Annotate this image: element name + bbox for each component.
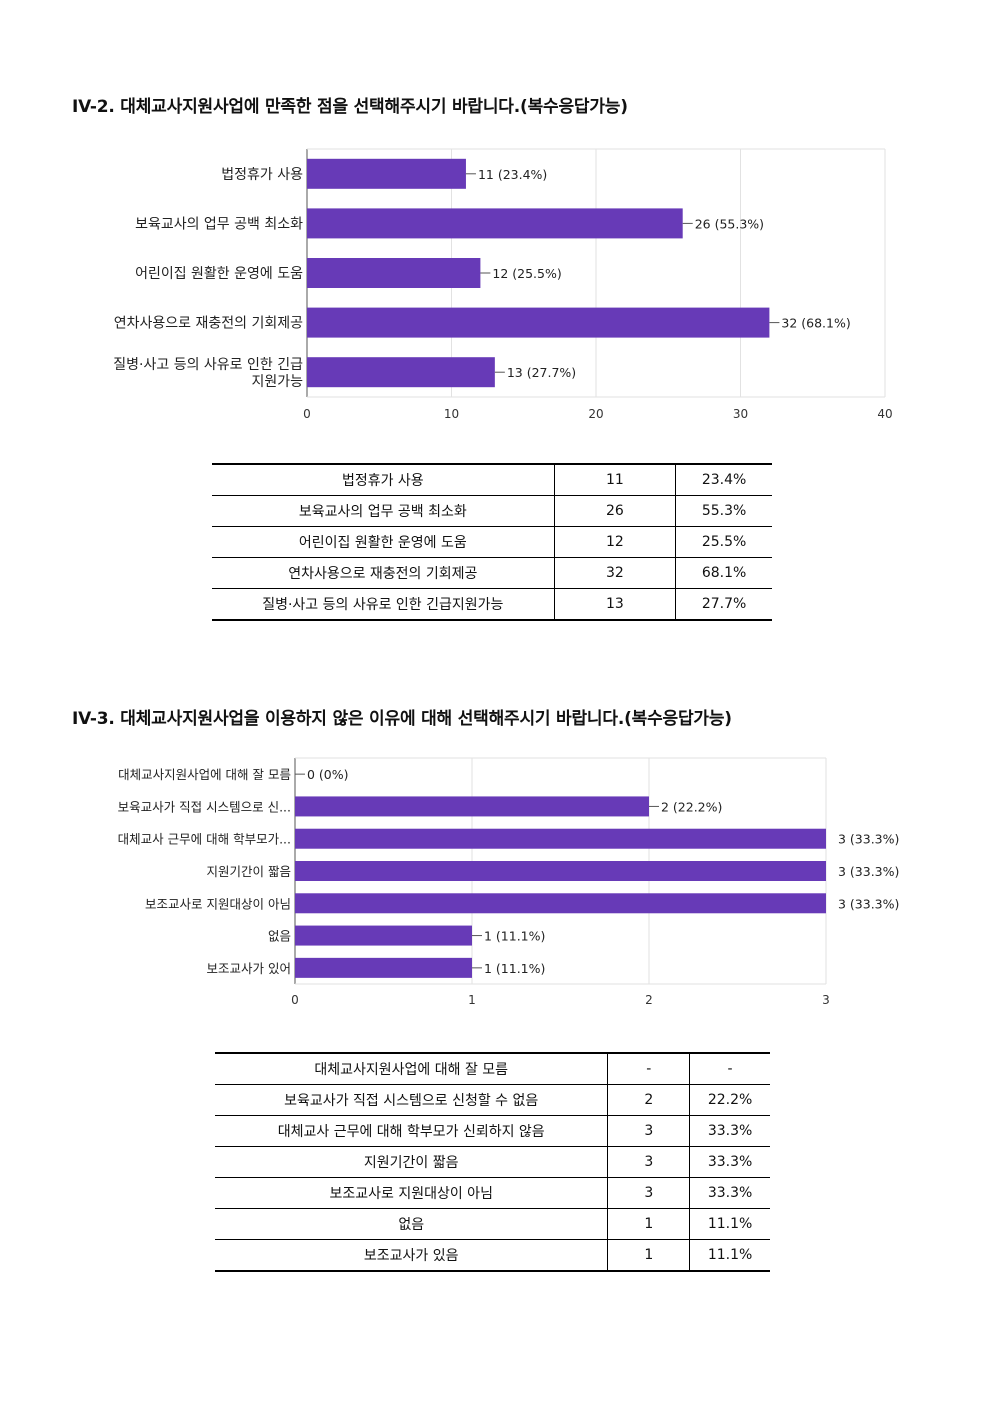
bar bbox=[295, 925, 472, 946]
value-label: 1 (11.1%) bbox=[484, 961, 545, 976]
category-label: 없음 bbox=[268, 929, 291, 944]
count-cell: 12 bbox=[553, 526, 676, 558]
count-cell: - bbox=[607, 1052, 690, 1085]
count-cell: 3 bbox=[607, 1146, 690, 1178]
table-row: 보육교사의 업무 공백 최소화 26 55.3% bbox=[212, 495, 772, 527]
category-label: 보조교사가 있어 bbox=[207, 961, 291, 976]
bar bbox=[295, 957, 472, 978]
bar bbox=[307, 208, 683, 239]
item-cell: 대체교사지원사업에 대해 잘 모름 bbox=[215, 1052, 608, 1085]
item-cell: 연차사용으로 재충전의 기회제공 bbox=[212, 557, 555, 589]
value-label: 13 (27.7%) bbox=[507, 365, 576, 380]
bar bbox=[307, 357, 495, 388]
x-tick-label: 3 bbox=[822, 993, 830, 1007]
count-cell: 2 bbox=[607, 1084, 690, 1116]
section2-title: IV-3. 대체교사지원사업을 이용하지 않은 이유에 대해 선택해주시기 바랍… bbox=[72, 709, 732, 729]
non-use-reason-table: 대체교사지원사업에 대해 잘 모름 - - 보육교사가 직접 시스템으로 신청할 수 … bbox=[215, 1052, 770, 1272]
value-label: 12 (25.5%) bbox=[492, 266, 561, 281]
percent-cell: 11.1% bbox=[689, 1239, 770, 1272]
x-tick-label: 0 bbox=[303, 407, 311, 421]
table-row: 대체교사지원사업에 대해 잘 모름 - - bbox=[215, 1052, 770, 1085]
count-cell: 26 bbox=[553, 495, 676, 527]
count-cell: 3 bbox=[607, 1177, 690, 1209]
percent-cell: 22.2% bbox=[689, 1084, 770, 1116]
percent-cell: 55.3% bbox=[675, 495, 772, 527]
satisfaction-table: 법정휴가 사용 11 23.4% 보육교사의 업무 공백 최소화 26 55.3% 어린이집… bbox=[212, 463, 772, 621]
category-label: 대체교사 근무에 대해 학부모가... bbox=[118, 832, 291, 847]
table-row: 어린이집 원활한 운영에 도움 12 25.5% bbox=[212, 526, 772, 558]
item-cell: 없음 bbox=[215, 1208, 608, 1240]
item-cell: 보조교사로 지원대상이 아님 bbox=[215, 1177, 608, 1209]
table-row: 없음 1 11.1% bbox=[215, 1208, 770, 1240]
table-row: 보육교사가 직접 시스템으로 신청할 수 없음 2 22.2% bbox=[215, 1084, 770, 1116]
table-row: 법정휴가 사용 11 23.4% bbox=[212, 463, 772, 496]
percent-cell: 11.1% bbox=[689, 1208, 770, 1240]
value-label: 32 (68.1%) bbox=[781, 316, 850, 331]
item-cell: 질병·사고 등의 사유로 인한 긴급지원가능 bbox=[212, 588, 555, 621]
category-label: 연차사용으로 재충전의 기회제공 bbox=[114, 316, 303, 332]
section1-title: IV-2. 대체교사지원사업에 만족한 점을 선택해주시기 바랍니다.(복수응답… bbox=[72, 97, 628, 117]
value-label: 3 (33.3%) bbox=[838, 896, 899, 911]
percent-cell: 33.3% bbox=[689, 1177, 770, 1209]
category-label: 질병·사고 등의 사유로 인한 긴급 지원가능 bbox=[113, 357, 303, 390]
value-label: 3 (33.3%) bbox=[838, 832, 899, 847]
percent-cell: 27.7% bbox=[675, 588, 772, 621]
bar bbox=[307, 258, 481, 288]
table-row: 보조교사로 지원대상이 아님 3 33.3% bbox=[215, 1177, 770, 1209]
count-cell: 13 bbox=[553, 588, 676, 621]
value-label: 3 (33.3%) bbox=[838, 864, 899, 879]
value-label: 11 (23.4%) bbox=[478, 167, 547, 182]
count-cell: 3 bbox=[607, 1115, 690, 1147]
bar bbox=[295, 828, 826, 849]
bar bbox=[307, 158, 466, 189]
table-row: 보조교사가 있음 1 11.1% bbox=[215, 1239, 770, 1272]
item-cell: 대체교사 근무에 대해 학부모가 신뢰하지 않음 bbox=[215, 1115, 608, 1147]
item-cell: 보육교사가 직접 시스템으로 신청할 수 없음 bbox=[215, 1084, 608, 1116]
satisfaction-bar-chart: 0 10 20 30 40 법정휴가 사용 11 (23.4%) 보육교사의 업무 공백 최소… bbox=[113, 148, 893, 421]
percent-cell: 25.5% bbox=[675, 526, 772, 558]
percent-cell: 33.3% bbox=[689, 1146, 770, 1178]
category-label: 어린이집 원활한 운영에 도움 bbox=[135, 266, 303, 282]
value-label: 0 (0%) bbox=[307, 767, 349, 782]
item-cell: 보조교사가 있음 bbox=[215, 1239, 608, 1272]
bar bbox=[295, 893, 826, 914]
item-cell: 보육교사의 업무 공백 최소화 bbox=[212, 495, 555, 527]
bar bbox=[295, 796, 649, 817]
x-tick-label: 0 bbox=[291, 993, 299, 1007]
value-label: 26 (55.3%) bbox=[695, 216, 764, 231]
x-tick-label: 10 bbox=[444, 407, 459, 421]
category-label: 법정휴가 사용 bbox=[221, 167, 303, 183]
x-tick-label: 20 bbox=[588, 407, 603, 421]
item-cell: 어린이집 원활한 운영에 도움 bbox=[212, 526, 555, 558]
count-cell: 32 bbox=[553, 557, 676, 589]
percent-cell: - bbox=[689, 1052, 770, 1085]
table-row: 지원기간이 짧음 3 33.3% bbox=[215, 1146, 770, 1178]
item-cell: 지원기간이 짧음 bbox=[215, 1146, 608, 1178]
x-tick-label: 40 bbox=[877, 407, 892, 421]
count-cell: 11 bbox=[553, 463, 676, 496]
item-cell: 법정휴가 사용 bbox=[212, 463, 555, 496]
value-label: 2 (22.2%) bbox=[661, 799, 722, 814]
category-label: 보육교사가 직접 시스템으로 신... bbox=[118, 799, 291, 814]
percent-cell: 68.1% bbox=[675, 557, 772, 589]
category-label: 대체교사지원사업에 대해 잘 모름 bbox=[118, 767, 291, 782]
category-label: 지원기간이 짧음 bbox=[207, 864, 291, 879]
bar bbox=[295, 861, 826, 881]
bar bbox=[307, 307, 770, 338]
category-label: 보육교사의 업무 공백 최소화 bbox=[135, 216, 303, 232]
x-tick-label: 2 bbox=[645, 993, 653, 1007]
x-tick-label: 1 bbox=[468, 993, 476, 1007]
table-row: 연차사용으로 재충전의 기회제공 32 68.1% bbox=[212, 557, 772, 589]
count-cell: 1 bbox=[607, 1208, 690, 1240]
percent-cell: 23.4% bbox=[675, 463, 772, 496]
table-row: 대체교사 근무에 대해 학부모가 신뢰하지 않음 3 33.3% bbox=[215, 1115, 770, 1147]
count-cell: 1 bbox=[607, 1239, 690, 1272]
percent-cell: 33.3% bbox=[689, 1115, 770, 1147]
table-row: 질병·사고 등의 사유로 인한 긴급지원가능 13 27.7% bbox=[212, 588, 772, 621]
x-tick-label: 30 bbox=[733, 407, 748, 421]
value-label: 1 (11.1%) bbox=[484, 929, 545, 944]
category-label: 보조교사로 지원대상이 아님 bbox=[145, 896, 291, 911]
non-use-reason-bar-chart: 0 1 2 3 대체교사지원사업에 대해 잘 모름 0 (0%) 보육교사가 직접 시스템으… bbox=[118, 757, 899, 1007]
